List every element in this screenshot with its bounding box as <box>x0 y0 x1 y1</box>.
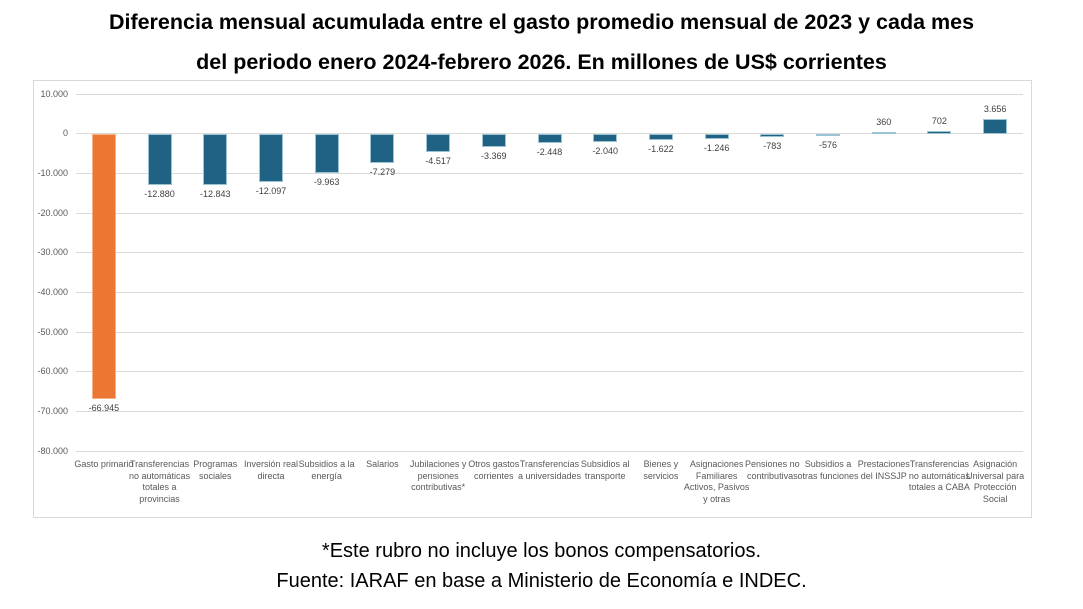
y-axis-tick-label: -50.000 <box>37 326 68 337</box>
bar-value-label: -2.040 <box>592 145 618 156</box>
y-axis-tick-label: -30.000 <box>37 247 68 258</box>
gridline <box>76 172 1023 174</box>
gridline <box>76 410 1023 412</box>
bar <box>147 133 172 185</box>
bar-value-label: -7.279 <box>369 166 396 177</box>
bar <box>537 133 562 144</box>
y-axis-tick-label: -70.000 <box>37 405 68 416</box>
x-axis-category-label: Programas sociales <box>193 459 238 481</box>
x-axis-category-label: Asignación Universal para Protección Soc… <box>966 459 1025 504</box>
plot-area: 10.000 0 -10.000 -20.000 -30.000 -40.000 -50.0… <box>34 81 1031 517</box>
footnote-block: *Este rubro no incluye los bonos compens… <box>0 536 1083 596</box>
bar-value-label: -9.963 <box>313 177 340 188</box>
bar-value-label: -576 <box>819 139 838 150</box>
bar <box>927 130 952 134</box>
bar <box>91 133 116 400</box>
bar-value-label: -4.517 <box>425 155 451 166</box>
bar-value-label: 360 <box>876 117 892 128</box>
bar <box>983 119 1008 134</box>
bar <box>481 133 506 148</box>
bar <box>648 133 673 141</box>
bar-value-label: -1.622 <box>648 144 674 155</box>
gridline <box>76 93 1023 95</box>
x-axis-category-label: Pensiones no contributivas <box>745 459 800 481</box>
bar <box>871 132 896 135</box>
bar-value-label: -2.448 <box>536 147 563 158</box>
bar-value-label: -12.843 <box>199 188 231 199</box>
x-axis-category-label: Jubilaciones y pensiones contributivas* <box>409 459 467 492</box>
footnote-line: *Este rubro no incluye los bonos compens… <box>321 540 762 562</box>
chart-title-line-1: Diferencia mensual acumulada entre el ga… <box>108 10 975 34</box>
bar <box>760 133 785 137</box>
x-axis-category-label: Transferencias a universidades <box>517 459 582 481</box>
x-axis-category-label: Otros gastos corrientes <box>468 459 520 481</box>
bar <box>314 133 339 174</box>
y-axis-tick-label: -20.000 <box>37 207 68 218</box>
bar-value-label: -1.246 <box>703 142 730 153</box>
x-axis-category-label: Subsidios a otras funciones <box>797 459 859 481</box>
source-line: Fuente: IARAF en base a Ministerio de Ec… <box>276 570 807 592</box>
bar <box>203 133 228 185</box>
bar <box>426 133 451 152</box>
bar <box>258 133 283 182</box>
bar <box>704 133 729 139</box>
y-axis-tick-label: 0 <box>62 128 68 139</box>
x-axis-category-label: Salarios <box>366 459 399 469</box>
x-axis-category-label: Asignaciones Familiares Activos, Pasivos… <box>683 459 750 504</box>
y-axis-tick-label: -80.000 <box>37 445 68 456</box>
x-axis-category-label: Bienes y servicios <box>643 459 679 481</box>
bar <box>370 133 395 163</box>
bar <box>593 133 618 142</box>
bar <box>816 133 841 136</box>
y-axis-tick-label: -40.000 <box>37 286 68 297</box>
y-axis-tick-label: 10.000 <box>40 88 68 99</box>
gridline <box>76 331 1023 333</box>
gridline <box>76 212 1023 214</box>
x-axis-category-label: Subsidios a la energía <box>298 459 355 481</box>
chart-title: Diferencia mensual acumulada entre el ga… <box>0 2 1083 82</box>
gridline <box>76 291 1023 293</box>
bar-value-label: -66.945 <box>88 403 120 414</box>
y-axis-tick-label: -10.000 <box>37 167 68 178</box>
bar-value-label: 3.656 <box>983 104 1007 115</box>
gridline <box>76 252 1023 254</box>
x-axis-category-label: Inversión real directa <box>243 459 298 481</box>
x-axis-category-label: Subsidios al transporte <box>580 459 630 481</box>
x-axis-category-label: Transferencias no automáticas totales a … <box>908 459 970 492</box>
x-axis-category-label: Gasto primario <box>74 459 134 469</box>
chart-title-line-2: del periodo enero 2024-febrero 2026. En … <box>196 50 887 74</box>
x-axis-category-label: Prestaciones del INSSJP <box>857 459 910 481</box>
x-axis-category-label: Transferencias no automáticas totales a … <box>129 459 191 504</box>
bar-value-label: 702 <box>931 115 947 126</box>
gridline <box>76 450 1023 452</box>
y-axis-tick-label: -60.000 <box>37 366 68 377</box>
bar-value-label: -3.369 <box>481 151 507 162</box>
bar-chart: 10.000 0 -10.000 -20.000 -30.000 -40.000 -50.0… <box>33 80 1032 518</box>
bar-value-label: -12.097 <box>255 185 287 196</box>
bar-value-label: -783 <box>763 140 782 151</box>
gridline <box>76 371 1023 373</box>
bar-value-label: -12.880 <box>144 188 175 199</box>
